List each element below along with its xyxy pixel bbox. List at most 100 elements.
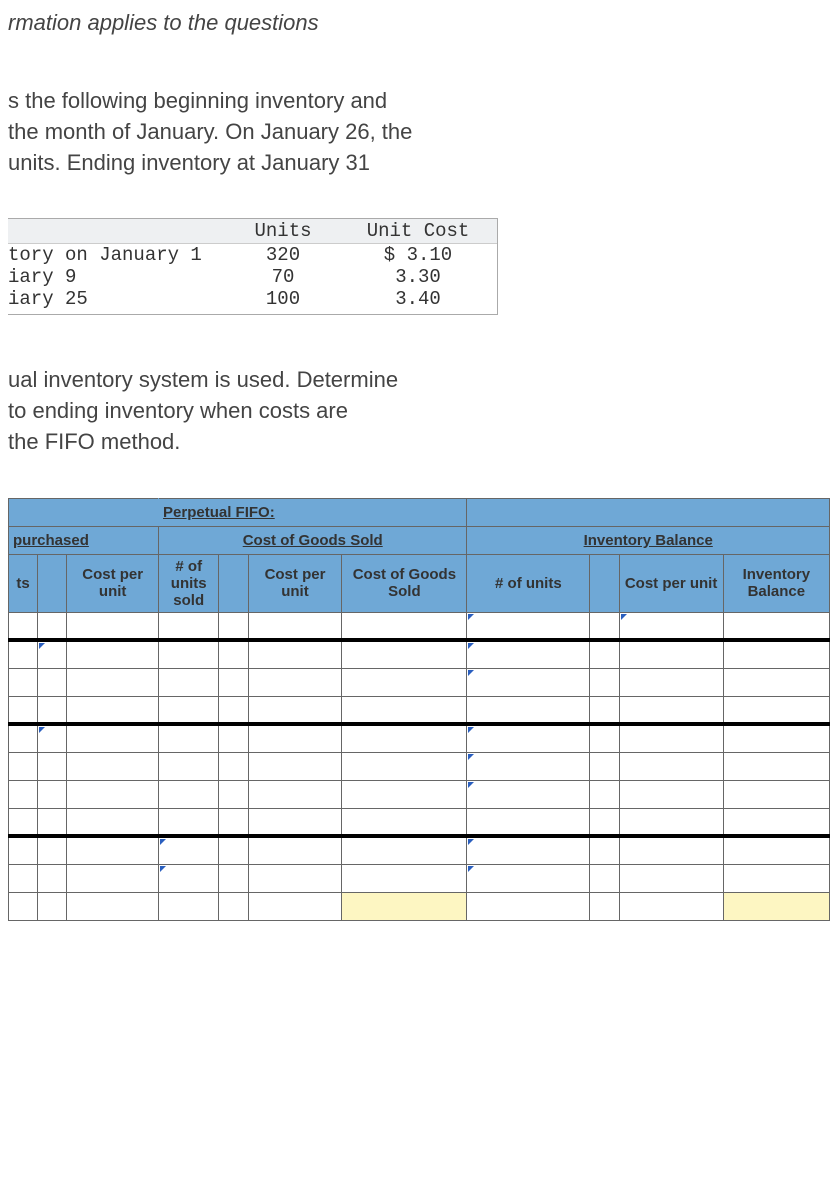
- cell[interactable]: [590, 640, 619, 668]
- cell[interactable]: [67, 864, 159, 892]
- cell[interactable]: [38, 892, 67, 920]
- cell[interactable]: [38, 836, 67, 864]
- cell[interactable]: [723, 864, 829, 892]
- cell[interactable]: [9, 864, 38, 892]
- cell[interactable]: [219, 668, 248, 696]
- cell[interactable]: [590, 724, 619, 752]
- cell[interactable]: [248, 780, 342, 808]
- cell[interactable]: [219, 640, 248, 668]
- cell[interactable]: [342, 752, 467, 780]
- cell[interactable]: [219, 724, 248, 752]
- input-num-units[interactable]: [467, 752, 590, 780]
- cell[interactable]: [67, 836, 159, 864]
- cell[interactable]: [9, 696, 38, 724]
- cell[interactable]: [619, 724, 723, 752]
- cell[interactable]: [342, 668, 467, 696]
- cell[interactable]: [723, 640, 829, 668]
- cell[interactable]: [38, 696, 67, 724]
- cell[interactable]: [248, 752, 342, 780]
- cell[interactable]: [619, 640, 723, 668]
- cell[interactable]: [159, 752, 219, 780]
- cell[interactable]: [159, 724, 219, 752]
- cell[interactable]: [342, 808, 467, 836]
- cell[interactable]: [590, 612, 619, 640]
- cell[interactable]: [248, 864, 342, 892]
- cell[interactable]: [590, 780, 619, 808]
- cell[interactable]: [159, 892, 219, 920]
- cell[interactable]: [248, 668, 342, 696]
- cell[interactable]: [723, 780, 829, 808]
- cell[interactable]: [619, 808, 723, 836]
- cell[interactable]: [9, 780, 38, 808]
- cell[interactable]: [67, 696, 159, 724]
- cell[interactable]: [467, 892, 590, 920]
- cell[interactable]: [590, 668, 619, 696]
- cell[interactable]: [67, 808, 159, 836]
- cell[interactable]: [9, 724, 38, 752]
- input-num-units[interactable]: [467, 612, 590, 640]
- cell[interactable]: [619, 752, 723, 780]
- highlighted-cogs-cell[interactable]: [342, 892, 467, 920]
- cell[interactable]: [9, 640, 38, 668]
- cell[interactable]: [467, 808, 590, 836]
- cell[interactable]: [159, 612, 219, 640]
- cell[interactable]: [248, 836, 342, 864]
- input-num-units[interactable]: [467, 780, 590, 808]
- cell[interactable]: [9, 668, 38, 696]
- input-num-units[interactable]: [467, 640, 590, 668]
- cell[interactable]: [159, 640, 219, 668]
- cell[interactable]: [67, 724, 159, 752]
- cell[interactable]: [342, 640, 467, 668]
- cell[interactable]: [619, 668, 723, 696]
- cell[interactable]: [590, 808, 619, 836]
- cell[interactable]: [159, 780, 219, 808]
- cell[interactable]: [619, 696, 723, 724]
- cell[interactable]: [467, 696, 590, 724]
- cell[interactable]: [342, 612, 467, 640]
- cell[interactable]: [248, 724, 342, 752]
- cell[interactable]: [723, 612, 829, 640]
- cell[interactable]: [723, 836, 829, 864]
- cell[interactable]: [38, 780, 67, 808]
- cell[interactable]: [9, 808, 38, 836]
- cell[interactable]: [38, 808, 67, 836]
- input-cell[interactable]: [38, 640, 67, 668]
- cell[interactable]: [248, 640, 342, 668]
- cell[interactable]: [159, 808, 219, 836]
- cell[interactable]: [342, 836, 467, 864]
- cell[interactable]: [219, 752, 248, 780]
- input-cost-per-unit[interactable]: [619, 612, 723, 640]
- cell[interactable]: [159, 668, 219, 696]
- cell[interactable]: [723, 808, 829, 836]
- cell[interactable]: [219, 808, 248, 836]
- cell[interactable]: [219, 864, 248, 892]
- cell[interactable]: [248, 808, 342, 836]
- cell[interactable]: [219, 780, 248, 808]
- cell[interactable]: [67, 780, 159, 808]
- cell[interactable]: [219, 612, 248, 640]
- cell[interactable]: [723, 668, 829, 696]
- cell[interactable]: [38, 668, 67, 696]
- cell[interactable]: [723, 752, 829, 780]
- highlighted-inventory-balance-cell[interactable]: [723, 892, 829, 920]
- cell[interactable]: [38, 864, 67, 892]
- cell[interactable]: [723, 724, 829, 752]
- cell[interactable]: [590, 892, 619, 920]
- cell[interactable]: [67, 752, 159, 780]
- cell[interactable]: [342, 724, 467, 752]
- input-num-units[interactable]: [467, 836, 590, 864]
- input-num-units[interactable]: [467, 864, 590, 892]
- cell[interactable]: [67, 892, 159, 920]
- input-units-sold[interactable]: [159, 836, 219, 864]
- cell[interactable]: [219, 696, 248, 724]
- cell[interactable]: [248, 892, 342, 920]
- cell[interactable]: [723, 696, 829, 724]
- cell[interactable]: [590, 864, 619, 892]
- cell[interactable]: [67, 612, 159, 640]
- cell[interactable]: [619, 780, 723, 808]
- cell[interactable]: [619, 864, 723, 892]
- cell[interactable]: [342, 780, 467, 808]
- cell[interactable]: [619, 836, 723, 864]
- cell[interactable]: [9, 892, 38, 920]
- cell[interactable]: [9, 612, 38, 640]
